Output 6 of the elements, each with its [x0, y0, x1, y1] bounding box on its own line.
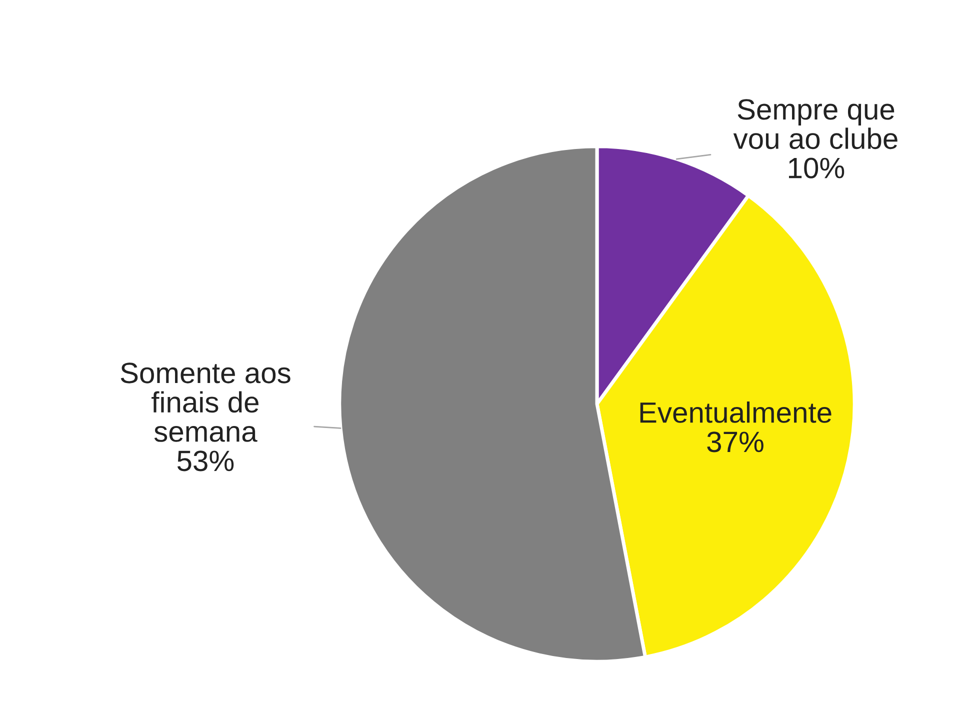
data-label: 10%	[788, 158, 844, 178]
slice-label: Somente aos finais de semana	[120, 362, 290, 442]
slice-label: Sempre que vou ao clube	[733, 99, 898, 150]
data-label: 37%	[707, 432, 764, 452]
data-label: 53%	[177, 450, 234, 472]
slice-label: Eventualmente	[640, 402, 832, 423]
